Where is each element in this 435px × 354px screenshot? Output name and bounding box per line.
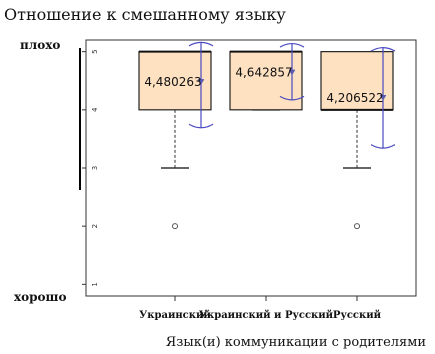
mean-marker — [197, 79, 205, 85]
y-axis: 1 2 3 4 5 — [82, 49, 99, 287]
y-tick-label: 1 — [91, 282, 99, 286]
box-series: 4,480263 4,642857 4,206522 — [138, 41, 396, 230]
x-axis-label: Язык(и) коммуникации с родителями — [166, 335, 426, 350]
box — [229, 51, 303, 111]
mean-label: 4,206522 — [326, 91, 383, 105]
outlier-point — [354, 223, 360, 230]
ci-upper-cap — [279, 42, 305, 48]
y-tick-label: 5 — [91, 49, 99, 53]
mean-label: 4,480263 — [144, 75, 201, 89]
x-tick-label: Русский — [333, 310, 382, 321]
y-tick-label: 3 — [91, 166, 99, 170]
y-tick-label: 2 — [91, 224, 99, 228]
box-group: 4,206522 — [320, 47, 396, 230]
x-tick-label: Украинский и Русский — [199, 310, 334, 321]
x-tick-label: Украинский — [139, 310, 211, 321]
ci-lower-cap — [370, 144, 396, 149]
bottom-label-good: хорошо — [14, 290, 66, 304]
box — [320, 51, 394, 111]
box-group: 4,480263 — [138, 41, 214, 230]
chart-title: Отношение к смешанному языку — [4, 5, 286, 24]
ci-upper-cap — [370, 47, 396, 52]
mean-marker — [288, 69, 296, 76]
box-group: 4,642857 — [229, 42, 305, 111]
ci-upper-cap — [188, 41, 214, 47]
top-label-bad: плохо — [20, 38, 60, 52]
outlier-point — [172, 223, 178, 230]
mean-marker — [379, 95, 387, 101]
mean-label: 4,642857 — [235, 65, 292, 79]
ci-lower-cap — [188, 123, 214, 129]
ci-lower-cap — [279, 95, 305, 101]
y-tick-label: 4 — [91, 107, 99, 112]
